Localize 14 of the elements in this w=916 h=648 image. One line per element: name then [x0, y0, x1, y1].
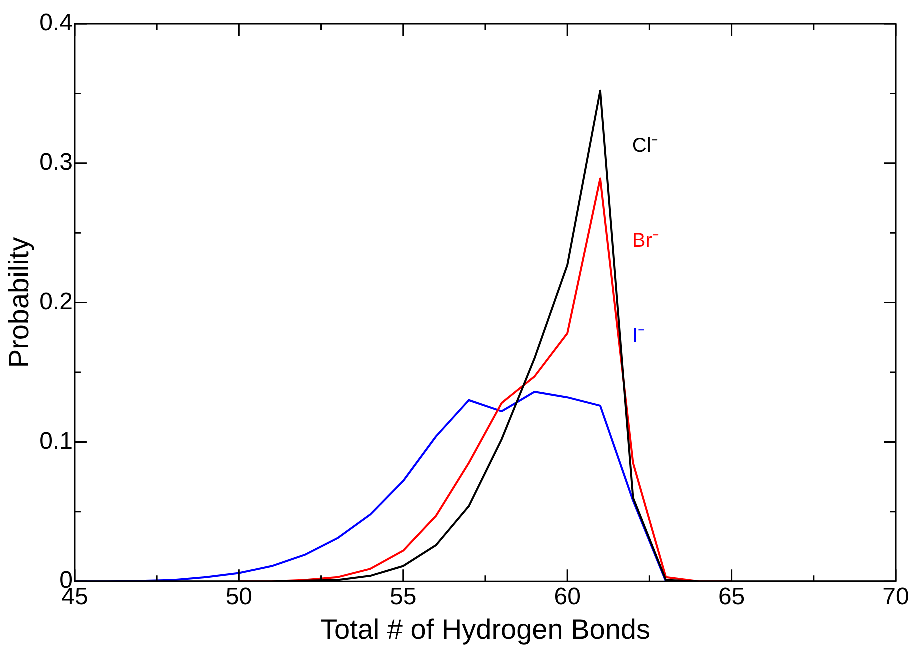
- x-tick-label: 65: [718, 584, 746, 611]
- y-tick-label: 0.2: [40, 288, 73, 316]
- x-tick-label: 70: [882, 584, 910, 611]
- y-tick-label: 0.4: [40, 10, 73, 37]
- y-tick-label: 0.3: [40, 149, 73, 176]
- x-tick-label: 60: [554, 584, 581, 611]
- x-tick-label: 55: [390, 584, 417, 611]
- series-label: Cl⁻: [632, 135, 658, 158]
- text: I⁻: [632, 324, 645, 347]
- series-label: Br⁻: [632, 230, 660, 252]
- y-tick-label: 0.1: [40, 428, 73, 455]
- x-tick-label: 50: [226, 584, 253, 611]
- y-axis-title: Probability: [4, 237, 35, 368]
- x-axis-title: Total # of Hydrogen Bonds: [320, 614, 650, 645]
